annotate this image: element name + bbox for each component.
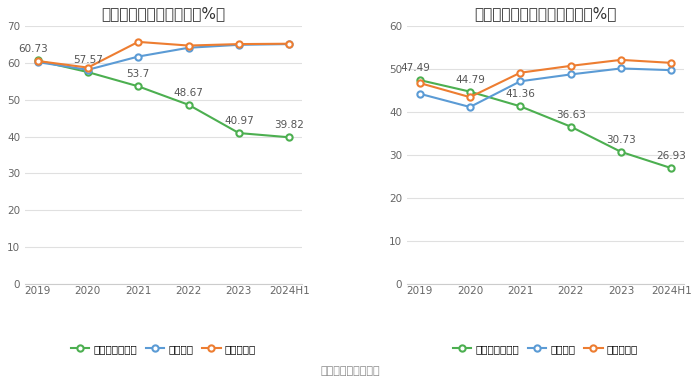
行业均値	[234, 43, 243, 47]
Legend: 有息资产负债率, 行业均値, 行业中位数: 有息资产负债率, 行业均値, 行业中位数	[449, 340, 643, 358]
Text: 47.49: 47.49	[400, 63, 430, 73]
Text: 48.67: 48.67	[174, 88, 204, 98]
公司资产负债率	[285, 135, 293, 139]
Text: 44.79: 44.79	[455, 75, 485, 85]
Title: 近年来有息资产负债率情况（%）: 近年来有息资产负债率情况（%）	[475, 6, 617, 21]
行业均値	[667, 68, 676, 73]
Text: 26.93: 26.93	[657, 151, 686, 161]
有息资产负债率	[617, 150, 625, 154]
Legend: 公司资产负债率, 行业均値, 行业中位数: 公司资产负债率, 行业均値, 行业中位数	[66, 340, 260, 358]
有息资产负债率	[466, 89, 474, 94]
行业中位数	[617, 57, 625, 62]
Title: 近年来资产负债率情况（%）: 近年来资产负债率情况（%）	[102, 6, 225, 21]
有息资产负债率	[415, 78, 424, 82]
Text: 39.82: 39.82	[274, 120, 304, 130]
Text: 60.73: 60.73	[18, 43, 48, 54]
有息资产负债率	[566, 124, 575, 129]
公司资产负债率	[34, 58, 42, 63]
Text: 57.57: 57.57	[73, 55, 103, 65]
行业中位数	[516, 70, 524, 75]
公司资产负债率	[234, 131, 243, 135]
行业均値	[134, 54, 142, 59]
行业中位数	[34, 59, 42, 63]
公司资产负债率	[134, 84, 142, 88]
公司资产负债率	[84, 70, 92, 74]
行业中位数	[566, 64, 575, 68]
行业均値	[415, 91, 424, 96]
Line: 行业均値: 行业均値	[34, 41, 293, 73]
行业中位数	[184, 43, 192, 48]
Line: 行业中位数: 行业中位数	[34, 39, 293, 71]
行业均値	[34, 60, 42, 64]
行业中位数	[84, 65, 92, 70]
Line: 有息资产负债率: 有息资产负债率	[416, 77, 674, 171]
行业中位数	[667, 60, 676, 65]
行业中位数	[285, 42, 293, 46]
Line: 行业中位数: 行业中位数	[416, 57, 674, 100]
行业中位数	[415, 81, 424, 85]
行业均値	[466, 105, 474, 109]
Text: 41.36: 41.36	[505, 89, 536, 99]
行业中位数	[234, 42, 243, 46]
Text: 数据来源：恒生聚源: 数据来源：恒生聚源	[320, 366, 380, 376]
行业中位数	[134, 40, 142, 44]
行业均値	[84, 68, 92, 72]
行业均値	[566, 72, 575, 77]
Text: 40.97: 40.97	[224, 116, 254, 126]
行业均値	[285, 42, 293, 46]
公司资产负债率	[184, 102, 192, 107]
Line: 公司资产负债率: 公司资产负债率	[34, 57, 293, 140]
有息资产负债率	[667, 166, 676, 170]
Line: 行业均値: 行业均値	[416, 65, 674, 110]
Text: 36.63: 36.63	[556, 110, 586, 119]
有息资产负债率	[516, 104, 524, 108]
行业均値	[184, 45, 192, 50]
Text: 53.7: 53.7	[127, 70, 150, 79]
行业均値	[516, 79, 524, 84]
行业中位数	[466, 95, 474, 99]
行业均値	[617, 66, 625, 71]
Text: 30.73: 30.73	[606, 135, 636, 145]
